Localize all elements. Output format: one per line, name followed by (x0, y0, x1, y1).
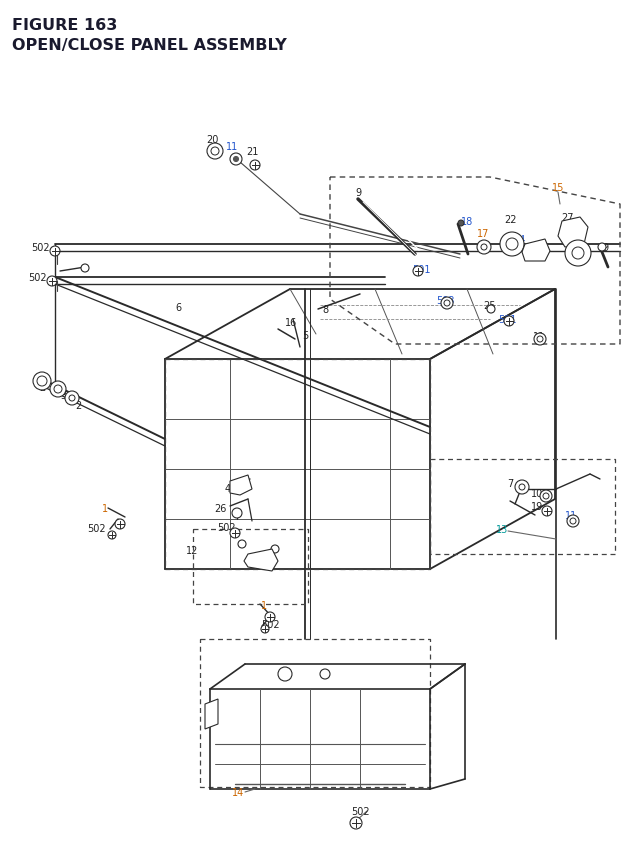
Circle shape (481, 245, 487, 251)
Circle shape (37, 376, 47, 387)
Circle shape (50, 247, 60, 257)
Text: 502: 502 (31, 243, 49, 253)
Circle shape (540, 491, 552, 503)
Text: 26: 26 (214, 504, 226, 513)
Polygon shape (244, 549, 278, 572)
Text: 10: 10 (531, 488, 543, 499)
Text: 15: 15 (552, 183, 564, 193)
Text: 9: 9 (602, 243, 608, 253)
Circle shape (238, 541, 246, 548)
Circle shape (537, 337, 543, 343)
Text: 9: 9 (355, 188, 361, 198)
Text: 4: 4 (225, 483, 231, 493)
Text: 18: 18 (461, 217, 473, 226)
Circle shape (232, 508, 242, 518)
Circle shape (458, 220, 464, 226)
Circle shape (54, 386, 62, 393)
Text: OPEN/CLOSE PANEL ASSEMBLY: OPEN/CLOSE PANEL ASSEMBLY (12, 38, 287, 53)
Text: 5: 5 (302, 331, 308, 341)
Circle shape (413, 267, 423, 276)
Text: 11: 11 (533, 331, 545, 342)
Polygon shape (558, 218, 588, 248)
Circle shape (65, 392, 79, 406)
Circle shape (565, 241, 591, 267)
Circle shape (234, 158, 239, 163)
Circle shape (534, 333, 546, 345)
Circle shape (211, 148, 219, 156)
Text: 14: 14 (232, 787, 244, 797)
Circle shape (115, 519, 125, 530)
Text: 502: 502 (28, 273, 46, 282)
Text: 1: 1 (102, 504, 108, 513)
Text: 11: 11 (226, 142, 238, 152)
Text: 7: 7 (507, 479, 513, 488)
Circle shape (567, 516, 579, 528)
Text: 17: 17 (477, 229, 489, 238)
Text: 22: 22 (504, 214, 516, 225)
Polygon shape (522, 239, 550, 262)
Text: 3: 3 (60, 391, 66, 400)
Circle shape (500, 232, 524, 257)
Text: 501: 501 (412, 264, 430, 275)
Text: 24: 24 (513, 235, 525, 245)
Text: 16: 16 (285, 318, 297, 328)
Circle shape (506, 238, 518, 251)
Circle shape (441, 298, 453, 310)
Text: 21: 21 (246, 147, 258, 157)
Circle shape (444, 300, 450, 307)
Circle shape (47, 276, 57, 287)
Circle shape (278, 667, 292, 681)
Text: 13: 13 (496, 524, 508, 535)
Circle shape (477, 241, 491, 255)
Circle shape (519, 485, 525, 491)
Text: 502: 502 (351, 806, 369, 816)
Circle shape (50, 381, 66, 398)
Text: 11: 11 (565, 511, 577, 520)
Text: 501: 501 (498, 314, 516, 325)
Circle shape (230, 529, 240, 538)
Circle shape (230, 154, 242, 166)
Text: 6: 6 (175, 303, 181, 313)
Text: 12: 12 (186, 545, 198, 555)
Circle shape (543, 493, 549, 499)
Circle shape (487, 306, 495, 313)
Polygon shape (205, 699, 218, 729)
Circle shape (271, 545, 279, 554)
Text: 1: 1 (261, 600, 267, 610)
Circle shape (250, 161, 260, 170)
Circle shape (207, 144, 223, 160)
Circle shape (81, 264, 89, 273)
Circle shape (572, 248, 584, 260)
Text: 8: 8 (322, 305, 328, 314)
Text: 23: 23 (570, 232, 582, 243)
Circle shape (350, 817, 362, 829)
Circle shape (265, 612, 275, 623)
Text: 503: 503 (436, 295, 454, 306)
Text: 27: 27 (561, 213, 573, 223)
Text: FIGURE 163: FIGURE 163 (12, 18, 117, 33)
Circle shape (69, 395, 75, 401)
Text: 2: 2 (39, 382, 45, 393)
Circle shape (108, 531, 116, 539)
Circle shape (515, 480, 529, 494)
Text: 502: 502 (86, 523, 106, 533)
Circle shape (504, 317, 514, 326)
Polygon shape (230, 475, 252, 495)
Circle shape (261, 625, 269, 633)
Circle shape (570, 518, 576, 524)
Circle shape (542, 506, 552, 517)
Circle shape (320, 669, 330, 679)
Circle shape (33, 373, 51, 391)
Text: 19: 19 (531, 501, 543, 511)
Text: 502: 502 (217, 523, 236, 532)
Text: 2: 2 (75, 400, 81, 411)
Text: 20: 20 (206, 135, 218, 145)
Text: 502: 502 (260, 619, 279, 629)
Text: 25: 25 (483, 300, 495, 311)
Circle shape (598, 244, 606, 251)
